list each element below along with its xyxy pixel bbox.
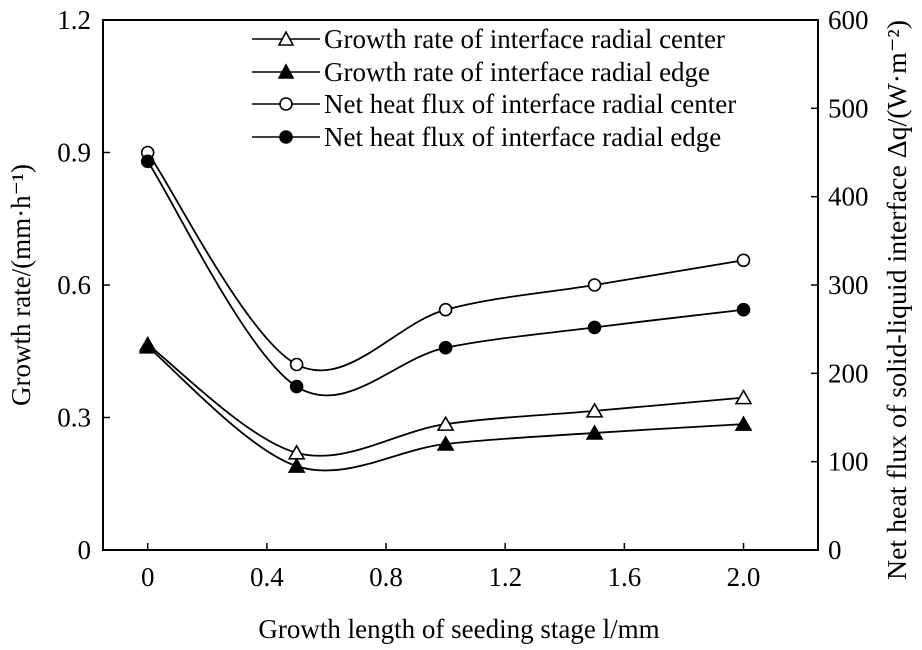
y-left-tick-label: 0 — [78, 535, 92, 565]
data-point — [585, 424, 604, 440]
data-point — [734, 415, 753, 431]
data-point — [287, 444, 306, 460]
y-left-tick-label: 0.6 — [57, 270, 91, 300]
ticks-layer: 0 0.4 0.8 1.2 1.6 2.0 0 0.3 0.6 0.9 1.2 0 100 200 300 4… — [57, 5, 868, 592]
x-tick-label: 1.2 — [488, 562, 522, 592]
data-point — [585, 402, 604, 418]
data-point — [138, 338, 157, 354]
data-point — [736, 302, 751, 317]
data-point — [438, 340, 453, 355]
data-point — [736, 253, 751, 268]
x-tick-label: 0.8 — [369, 562, 403, 592]
x-tick-label: 0 — [141, 562, 155, 592]
legend-marker-open-circle — [279, 97, 293, 111]
y-right-tick-label: 0 — [828, 535, 842, 565]
y-right-tick-label: 200 — [828, 358, 869, 388]
y-right-tick-label: 400 — [828, 182, 869, 212]
series-line — [147, 346, 744, 472]
data-point — [140, 154, 155, 169]
data-point — [436, 415, 455, 431]
y-axis-right-title: Net heat flux of solid-liquid interface … — [882, 20, 912, 580]
y-left-tick-label: 0.3 — [57, 403, 91, 433]
y-right-tick-label: 600 — [828, 5, 869, 35]
data-point — [587, 320, 602, 335]
data-point — [438, 302, 453, 317]
legend-entry-4: Net heat flux of interface radial edge — [252, 122, 721, 152]
y-right-tick-label: 100 — [828, 447, 869, 477]
legend-entry-3: Net heat flux of interface radial center — [252, 89, 736, 119]
x-axis-title: Growth length of seeding stage l/mm — [258, 614, 659, 644]
series-line — [146, 151, 744, 372]
legend-marker-open-triangle — [277, 30, 295, 46]
x-tick-label: 1.6 — [607, 562, 641, 592]
legend-label-1: Growth rate of interface radial center — [324, 24, 725, 54]
legend: Growth rate of interface radial center G… — [252, 24, 736, 152]
data-point — [289, 357, 304, 372]
legend-entry-1: Growth rate of interface radial center — [252, 24, 725, 54]
data-point — [587, 278, 602, 292]
y-right-tick-label: 300 — [828, 270, 869, 300]
y-right-tick-label: 500 — [828, 93, 869, 123]
x-tick-label: 2.0 — [727, 562, 761, 592]
legend-label-3: Net heat flux of interface radial center — [324, 89, 736, 119]
legend-entry-2: Growth rate of interface radial edge — [252, 57, 710, 87]
data-point — [734, 389, 753, 405]
data-point — [289, 379, 304, 394]
legend-marker-filled-circle — [279, 130, 293, 144]
legend-label-2: Growth rate of interface radial edge — [324, 57, 710, 87]
y-left-tick-label: 0.9 — [57, 138, 91, 168]
series-layer — [138, 145, 753, 473]
data-point — [287, 457, 306, 473]
series-2 — [138, 338, 753, 473]
data-point — [436, 435, 455, 451]
series-4 — [140, 154, 751, 397]
x-tick-label: 0.4 — [250, 562, 284, 592]
y-axis-left-title: Growth rate/(mm·h⁻¹) — [6, 164, 36, 406]
legend-label-4: Net heat flux of interface radial edge — [324, 122, 721, 152]
legend-marker-filled-triangle — [277, 63, 295, 79]
y-left-tick-label: 1.2 — [57, 5, 91, 35]
series-3 — [140, 145, 751, 372]
series-line — [146, 160, 744, 397]
